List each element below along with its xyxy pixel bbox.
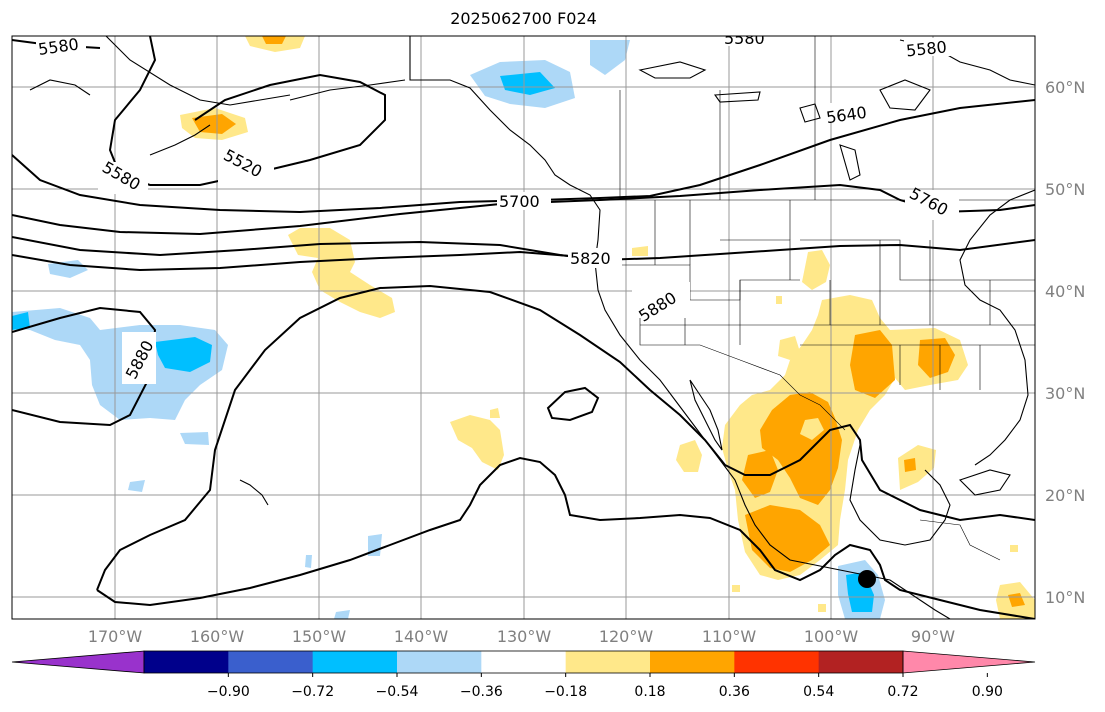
colorbar-tick-label: −0.18 [544,684,587,700]
colorbar-tick-label: −0.90 [207,684,250,700]
colorbar-segment [312,651,398,673]
map-title: 2025062700 F024 [450,9,597,28]
colorbar-tick-label: −0.36 [460,684,503,700]
lat-label: 30°N [1045,384,1085,403]
contour-label: 5580 [37,34,80,58]
colorbar-segment [734,651,820,673]
colorbar-tick-label: 0.36 [719,684,750,700]
lat-label: 40°N [1045,282,1085,301]
colorbar-frame [143,650,904,674]
contour-label: 5820 [570,249,611,268]
colorbar-segment [144,651,229,673]
lon-label: 90°W [911,627,955,646]
colorbar: −0.90 −0.72 −0.54 −0.36 −0.18 0.18 0.36 0.54 0.7… [11,650,1036,700]
map-frame [11,35,1036,620]
lon-label: 120°W [599,627,654,646]
colorbar-tick-label: 0.18 [634,684,665,700]
lat-label: 50°N [1045,180,1085,199]
lon-label: 110°W [702,627,757,646]
longitude-labels: 170°W 160°W 150°W 140°W 130°W 120°W 110°… [88,627,955,646]
colorbar-segment [228,651,314,673]
map-plot-area: 5580 5580 5520 5580 5580 5640 5700 5760 … [12,29,1035,619]
colorbar-segment [818,651,904,673]
colorbar-segment [650,651,735,673]
latitude-labels: 60°N 50°N 40°N 30°N 20°N 10°N [1045,78,1085,607]
contour-label: 5580 [905,37,947,60]
contour-label: 5580 [724,29,765,48]
lon-label: 100°W [804,627,859,646]
lon-label: 150°W [292,627,347,646]
coastlines [29,36,1035,619]
lat-lon-grid [12,36,1035,619]
colorbar-extend-low [11,650,145,674]
lon-label: 170°W [88,627,143,646]
colorbar-segment [397,651,482,673]
political-borders [409,36,1035,561]
lat-label: 60°N [1045,78,1085,97]
colorbar-tick-label: −0.54 [376,684,419,700]
colorbar-segment [565,651,651,673]
contour-label: 5700 [499,192,540,211]
location-marker-dot [858,570,876,588]
lat-label: 20°N [1045,486,1085,505]
lat-label: 10°N [1045,588,1085,607]
lon-label: 160°W [190,627,245,646]
lon-label: 130°W [497,627,552,646]
positive-anomaly-shading [180,36,1035,619]
colorbar-segment [481,651,567,673]
colorbar-tick-label: 0.72 [887,684,918,700]
colorbar-tick-label: 0.90 [972,684,1003,700]
colorbar-extend-high [902,650,1036,674]
colorbar-tick-label: 0.54 [803,684,834,700]
colorbar-tick-label: −0.72 [291,684,334,700]
lon-label: 140°W [394,627,449,646]
